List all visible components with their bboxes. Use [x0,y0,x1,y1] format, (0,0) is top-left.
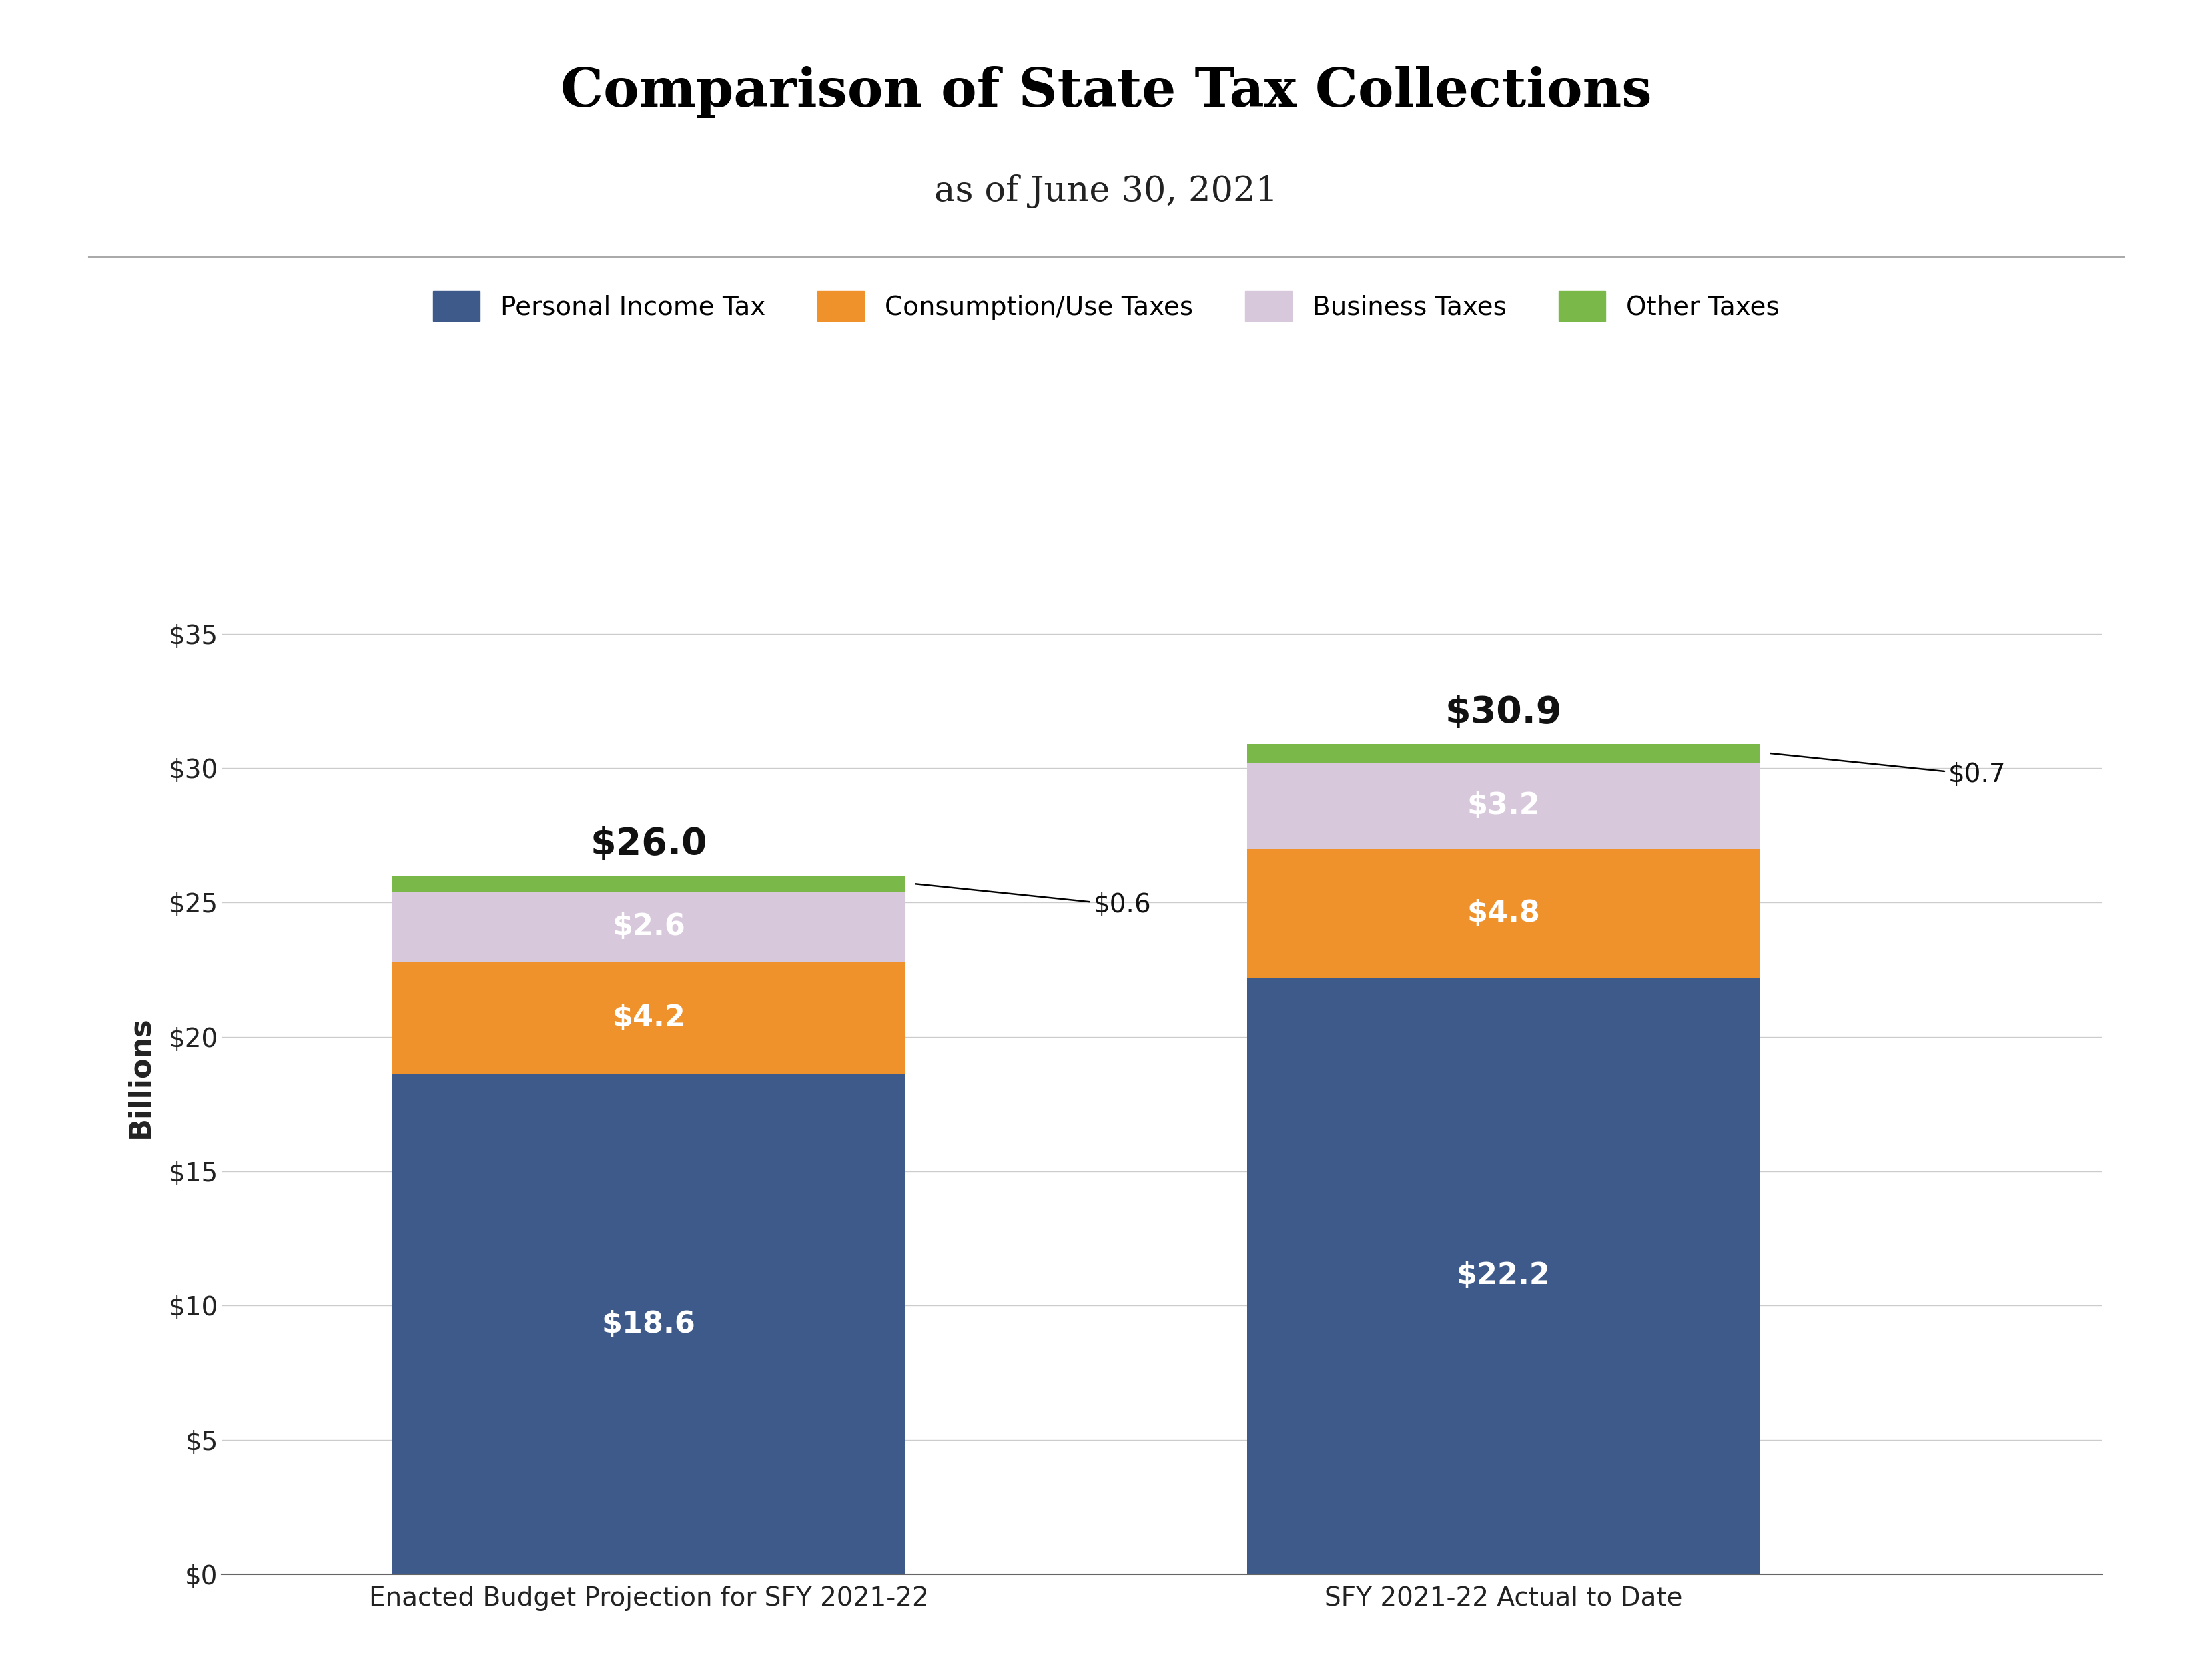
Bar [392,891,905,961]
Text: $0.7: $0.7 [1770,754,2006,787]
Bar [1248,762,1759,848]
Legend: Personal Income Tax, Consumption/Use Taxes, Business Taxes, Other Taxes: Personal Income Tax, Consumption/Use Tax… [420,278,1792,335]
Text: $22.2: $22.2 [1455,1261,1551,1291]
Text: Comparison of State Tax Collections: Comparison of State Tax Collections [560,66,1652,118]
Text: $0.6: $0.6 [916,883,1150,918]
Text: $4.2: $4.2 [613,1004,686,1032]
Text: $26.0: $26.0 [591,827,708,862]
Bar [1248,978,1759,1574]
Bar [392,875,905,891]
Text: $30.9: $30.9 [1444,694,1562,731]
Text: $2.6: $2.6 [613,913,686,941]
Bar [1248,848,1759,978]
Text: $4.8: $4.8 [1467,898,1540,928]
Bar [1248,744,1759,762]
Text: $18.6: $18.6 [602,1311,695,1339]
Text: as of June 30, 2021: as of June 30, 2021 [933,174,1279,209]
Bar [392,961,905,1074]
Bar [392,1074,905,1574]
Text: $3.2: $3.2 [1467,792,1540,820]
Y-axis label: Billions: Billions [126,1016,155,1138]
